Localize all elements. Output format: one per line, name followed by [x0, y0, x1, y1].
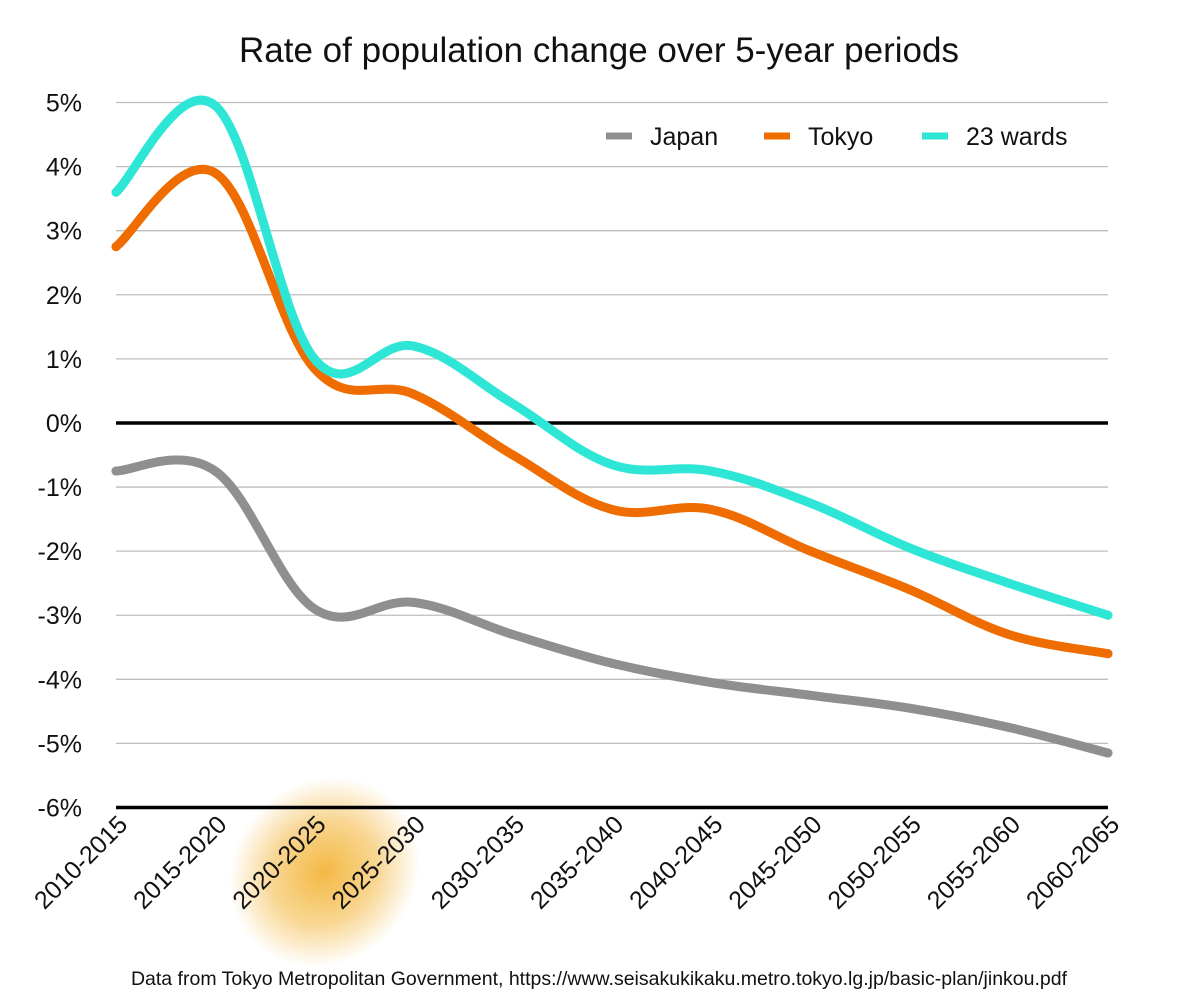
y-tick-label: 4%: [46, 154, 82, 182]
data-point-japan: [1103, 748, 1113, 758]
y-tick-label: -3%: [38, 602, 82, 630]
legend: Japan Tokyo 23 wards: [606, 123, 1067, 151]
y-tick-label: 3%: [46, 218, 82, 246]
data-point-tokyo: [905, 585, 915, 595]
y-tick-label: -6%: [38, 795, 82, 823]
data-point-japan: [607, 658, 617, 668]
data-point-23-wards: [905, 543, 915, 553]
data-point-23-wards: [508, 399, 518, 409]
data-point-tokyo: [1103, 649, 1113, 659]
series-lines: [111, 95, 1113, 758]
data-point-tokyo: [1004, 629, 1014, 639]
data-point-japan: [508, 629, 518, 639]
y-tick-label: -5%: [38, 730, 82, 758]
data-point-tokyo: [805, 546, 815, 556]
x-tick-label: 2060-2065: [1021, 810, 1125, 914]
x-tick-label: 2040-2045: [624, 810, 728, 914]
data-point-23-wards: [1004, 578, 1014, 588]
data-point-japan: [805, 690, 815, 700]
y-axis-ticks: 5% 4% 3% 2% 1% 0% -1% -2% -3% -4% -5% -6%: [38, 90, 82, 823]
y-tick-label: -1%: [38, 474, 82, 502]
data-point-japan: [1004, 722, 1014, 732]
data-point-tokyo: [607, 504, 617, 514]
legend-label-tokyo: Tokyo: [808, 123, 873, 151]
category-highlight: [229, 776, 420, 968]
legend-label-japan: Japan: [650, 123, 718, 151]
series-line-23-wards: [111, 95, 1113, 620]
data-point-23-wards: [805, 498, 815, 508]
gridlines: [116, 101, 1108, 810]
x-tick-label: 2015-2020: [128, 810, 232, 914]
data-point-23-wards: [111, 187, 121, 197]
chart-title: Rate of population change over 5-year pe…: [239, 31, 959, 70]
y-tick-label: -4%: [38, 666, 82, 694]
x-tick-label: 2030-2035: [426, 810, 530, 914]
data-point-japan: [309, 604, 319, 614]
data-point-japan: [409, 597, 419, 607]
y-tick-label: 0%: [46, 410, 82, 438]
series-line-japan: [111, 455, 1113, 758]
legend-label-23-wards: 23 wards: [966, 123, 1067, 151]
x-tick-label: 2050-2055: [823, 810, 927, 914]
data-point-tokyo: [409, 389, 419, 399]
data-point-23-wards: [409, 341, 419, 351]
data-point-japan: [905, 703, 915, 713]
data-point-23-wards: [607, 460, 617, 470]
x-tick-label: 2045-2050: [723, 810, 827, 914]
y-tick-label: 5%: [46, 90, 82, 118]
data-point-23-wards: [210, 101, 220, 111]
source-note: Data from Tokyo Metropolitan Government,…: [131, 968, 1068, 990]
x-axis-ticks: 2010-20152015-20202020-20252025-20302030…: [29, 810, 1125, 914]
y-tick-label: -2%: [38, 538, 82, 566]
data-point-tokyo: [111, 242, 121, 252]
data-point-tokyo: [706, 504, 716, 514]
data-point-23-wards: [1103, 610, 1113, 620]
y-tick-label: 2%: [46, 282, 82, 310]
x-tick-label: 2035-2040: [525, 810, 629, 914]
data-point-japan: [706, 678, 716, 688]
data-point-tokyo: [508, 450, 518, 460]
data-point-tokyo: [210, 168, 220, 178]
x-tick-label: 2055-2060: [922, 810, 1026, 914]
data-point-23-wards: [706, 466, 716, 476]
x-tick-label: 2010-2015: [29, 810, 133, 914]
series-line-tokyo: [111, 165, 1113, 659]
data-point-japan: [111, 466, 121, 476]
data-point-23-wards: [309, 354, 319, 364]
data-point-japan: [210, 466, 220, 476]
highlight-glow: [229, 776, 420, 968]
y-tick-label: 1%: [46, 346, 82, 374]
